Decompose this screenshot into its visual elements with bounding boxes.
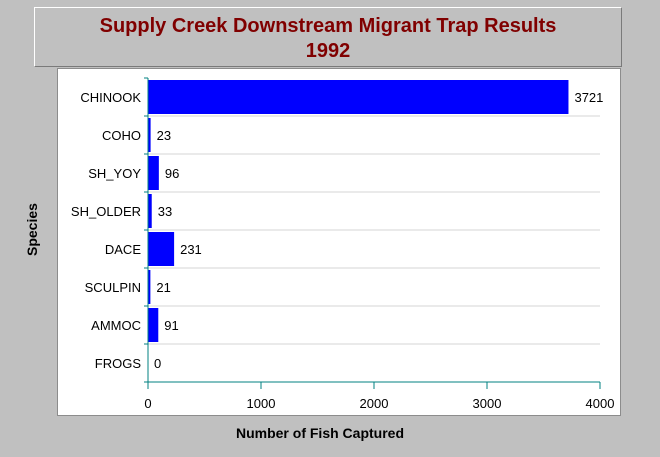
bar-dace	[148, 232, 175, 266]
data-label-dace: 231	[180, 242, 202, 257]
category-label-ammoc: AMMOC	[91, 318, 141, 333]
category-label-sh_older: SH_OLDER	[71, 204, 141, 219]
category-label-chinook: CHINOOK	[80, 90, 141, 105]
x-tick-label-1000: 1000	[247, 396, 276, 411]
category-label-sculpin: SCULPIN	[85, 280, 141, 295]
bar-chinook	[148, 80, 569, 114]
bar-sculpin	[148, 270, 151, 304]
x-tick-label-2000: 2000	[360, 396, 389, 411]
y-axis-title-wrap: Species	[24, 203, 40, 256]
x-axis-title: Number of Fish Captured	[235, 425, 404, 441]
chart-title-line2: 1992	[305, 40, 351, 62]
data-label-sh_yoy: 96	[165, 166, 179, 181]
data-label-ammoc: 91	[164, 318, 178, 333]
bar-ammoc	[148, 308, 159, 342]
y-axis-title: Species	[24, 203, 40, 256]
data-label-sculpin: 21	[156, 280, 170, 295]
x-tick-label-3000: 3000	[473, 396, 502, 411]
category-label-frogs: FROGS	[95, 356, 142, 371]
bar-sh_yoy	[148, 156, 159, 190]
category-label-dace: DACE	[105, 242, 141, 257]
plot-panel	[57, 68, 621, 416]
data-label-frogs: 0	[154, 356, 161, 371]
data-label-coho: 23	[157, 128, 171, 143]
chart-title-line1: Supply Creek Downstream Migrant Trap Res…	[99, 15, 557, 37]
chart-title: Supply Creek Downstream Migrant Trap Res…	[34, 7, 622, 67]
category-label-coho: COHO	[102, 128, 141, 143]
bar-coho	[148, 118, 151, 152]
x-tick-label-0: 0	[144, 396, 151, 411]
data-label-chinook: 3721	[574, 90, 603, 105]
category-label-sh_yoy: SH_YOY	[88, 166, 141, 181]
data-label-sh_older: 33	[158, 204, 172, 219]
bar-sh_older	[148, 194, 152, 228]
x-tick-label-4000: 4000	[586, 396, 615, 411]
